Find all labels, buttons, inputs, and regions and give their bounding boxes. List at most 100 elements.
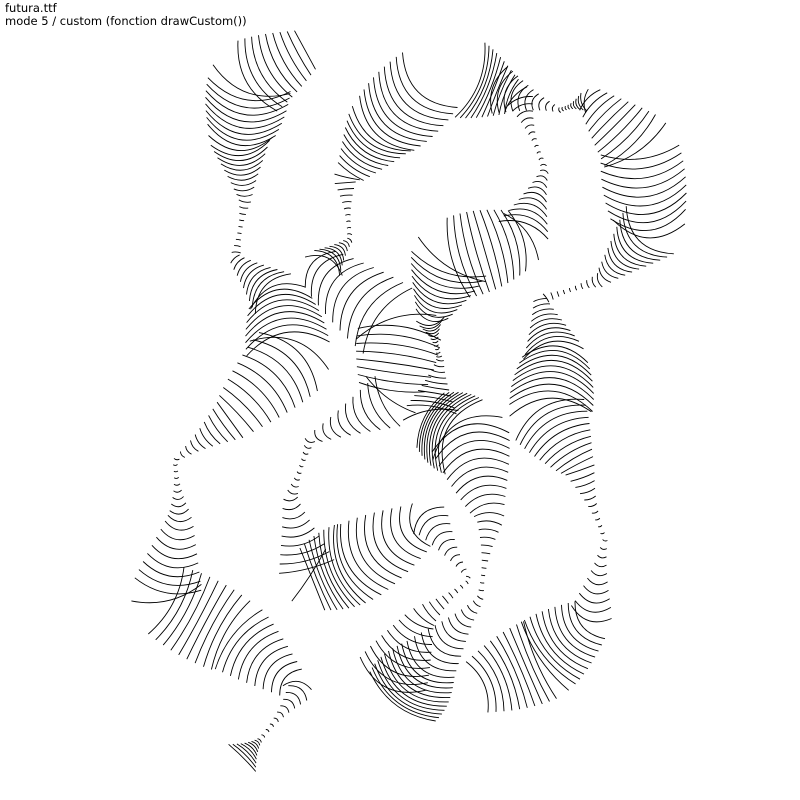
hatch-arc [253,339,311,397]
hatch-arc [438,539,455,551]
hatch-arc [524,335,580,355]
hatch-arc [334,173,360,181]
hatch-arc [534,144,539,148]
hatch-arc [203,421,221,445]
hatch-arc [410,256,483,284]
hatch-arc [527,186,547,196]
hatch-arc [600,532,605,535]
hatch-arc [547,608,592,664]
hatch-arc [299,547,326,611]
hatch-arc [398,619,433,638]
hatch-arc [503,213,539,261]
hatch-arc [435,359,444,362]
hatch-arc [441,621,466,642]
hatch-arc [498,220,549,240]
hatch-arc [347,237,353,243]
hatch-arc [425,523,451,541]
hatch-arc [301,458,306,461]
hatch-arc [271,661,298,693]
hatch-arc [426,392,464,463]
hatch-arc [251,740,260,749]
hatch-arc [343,207,351,210]
hatch-arc [612,219,686,239]
hatch-arc [234,245,241,248]
hatch-arc [356,342,439,356]
hatch-arc [529,318,563,329]
hatch-arc [478,589,484,592]
hatch-arc [507,210,527,272]
hatch-arc [310,253,344,297]
hatch-arc [205,97,287,123]
hatch-arc [248,269,278,302]
hatch-arc [422,603,437,622]
hatch-arc [510,80,524,112]
hatch-arc [345,214,351,216]
hatch-arc [269,723,274,727]
hatch-arc [402,408,459,421]
hatch-arc [496,635,528,708]
hatch-arc [319,248,342,271]
hatch-arc [545,100,550,111]
hatch-arc [237,362,288,413]
hatch-arc [347,233,353,236]
hatch-arc [575,480,595,488]
hatch-arc [531,313,558,322]
hatch-arc [207,77,291,102]
hatch-arc [246,638,284,683]
hatch-arc [579,487,596,495]
hatch-arc [432,340,439,344]
hatch-arc [434,625,464,650]
hatch-arc [515,398,585,441]
hatch-arc [531,138,537,141]
hatch-arc [540,163,547,167]
hatch-arc [251,36,288,103]
hatch-arc [421,384,450,391]
hatch-arc [375,640,430,669]
hatch-arc [524,410,588,450]
hatch-arc [508,208,548,225]
hatch-arc [479,536,496,540]
hatch-arc [538,97,545,111]
hatch-arc [342,201,352,203]
hatch-arc [363,89,421,147]
hatch-arc [455,475,508,494]
hatch-arc [415,308,449,322]
hatch-arc [220,160,264,171]
hatch-arc [466,605,478,614]
hatch-arc [602,176,686,198]
hatch-arc [236,259,251,276]
hatch-arc [244,38,283,108]
hatch-arc [368,83,427,142]
hatch-arc [441,399,483,475]
hatch-arc [529,616,581,680]
hatch-arc [466,211,490,293]
hatch-arc [509,627,543,705]
hatch-arc [346,226,352,229]
hatch-arc [155,570,194,641]
hatch-arc [428,374,447,379]
hatch-arc [459,45,490,119]
hatch-arc [142,561,200,578]
hatch-arc [513,202,548,218]
hatch-arc [600,152,682,170]
hatch-arc [503,75,519,113]
hatch-arc [420,632,459,665]
hatch-arc [591,101,629,139]
hatch-arc [520,117,534,123]
hatch-arc [411,250,487,278]
hatch-arc [540,169,549,174]
hatch-arc [164,520,194,531]
hatch-arc [519,404,586,445]
hatch-arc [570,103,574,110]
hatch-arc [538,157,544,161]
hatch-arc [438,397,480,473]
hatch-arc [567,602,602,646]
hatch-arc [251,271,285,308]
hatch-arc [364,651,428,685]
hatch-arc [487,65,509,117]
hatch-arc [343,240,350,247]
hatch-arc [290,483,299,488]
hatch-arc [427,628,462,657]
hatch-arc [250,283,306,310]
hatch-arc [291,548,327,602]
